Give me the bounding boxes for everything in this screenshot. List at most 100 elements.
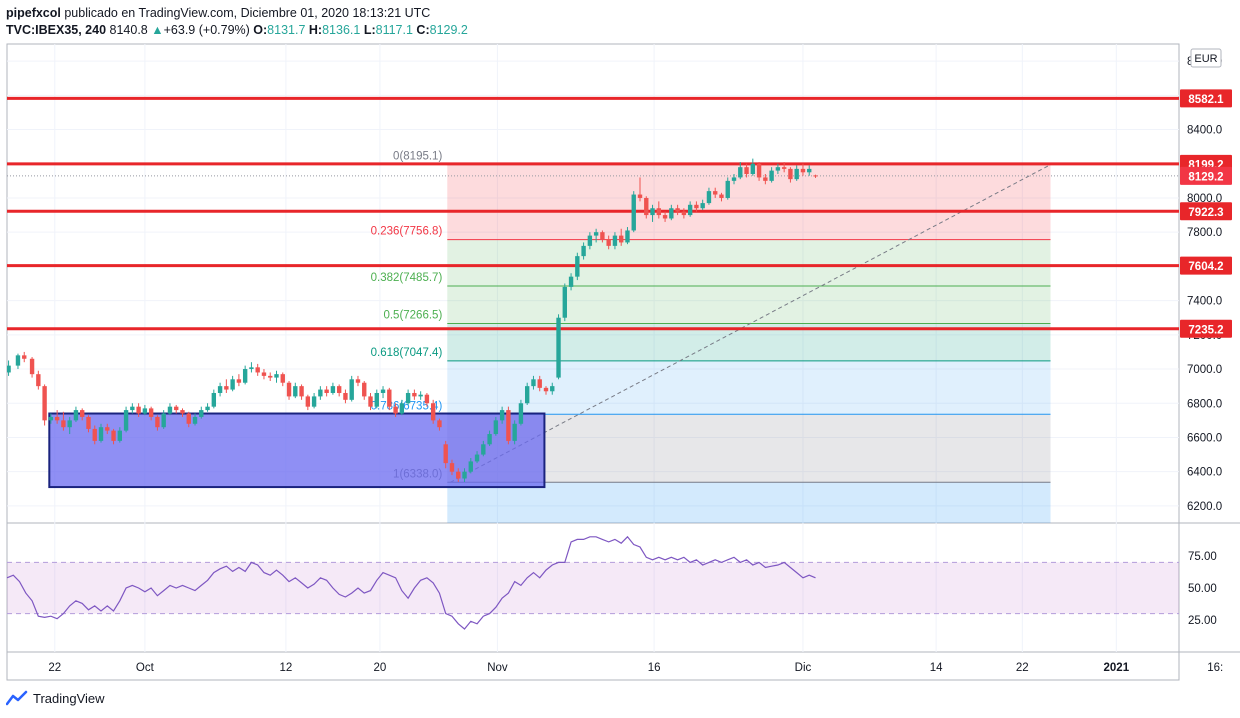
- candle-body: [105, 427, 110, 431]
- candle-body: [155, 416, 160, 428]
- brand-name[interactable]: TradingView: [33, 690, 105, 706]
- candle-body: [324, 389, 329, 393]
- candle-body: [631, 194, 636, 231]
- candle-body: [54, 416, 60, 421]
- candle-body: [600, 232, 605, 240]
- candle-body: [7, 365, 11, 373]
- candle-body: [644, 197, 649, 216]
- ohlc-line: TVC:IBEX35, 240 8140.8 ▲+63.9 (+0.79%) O…: [6, 22, 468, 39]
- level-price-tag: [1180, 319, 1232, 338]
- candle-body: [800, 168, 806, 173]
- candle-body: [217, 386, 223, 393]
- fib-zone: [447, 360, 1051, 415]
- candle-body: [731, 177, 737, 181]
- candle-body: [29, 358, 35, 375]
- candle-body: [424, 394, 430, 404]
- symbol-label[interactable]: TVC:IBEX35, 240: [6, 23, 107, 37]
- candle-body: [756, 163, 762, 178]
- high-value: 8136.1: [322, 23, 361, 37]
- candle-body: [738, 167, 743, 178]
- candle-body: [807, 168, 812, 173]
- time-tick-label: 14: [930, 662, 943, 674]
- candle-body: [362, 382, 367, 397]
- low-label: L:: [363, 23, 376, 37]
- candle-body: [249, 367, 254, 370]
- candle-body: [669, 208, 674, 219]
- currency-badge: [1190, 48, 1222, 68]
- fib-level-label: 0.618(7047.4): [371, 347, 443, 359]
- price-tick-label: 7400.0: [1187, 296, 1222, 308]
- close-label: C:: [416, 23, 430, 37]
- candle-body: [713, 191, 718, 195]
- candle-body: [86, 416, 91, 429]
- candle-body: [349, 379, 354, 400]
- candle-body: [80, 410, 85, 417]
- candle-body: [36, 374, 41, 387]
- tradingview-logo-icon[interactable]: [6, 690, 28, 706]
- open-label: O:: [253, 23, 268, 37]
- candle-body: [481, 444, 486, 455]
- low-value: 8117.1: [375, 23, 413, 37]
- candle-body: [430, 403, 436, 421]
- candle-body: [687, 204, 693, 216]
- candle-body: [763, 177, 768, 181]
- candle-body: [650, 208, 655, 216]
- time-tick-label: 12: [279, 662, 292, 674]
- candle-body: [543, 387, 549, 392]
- candle-body: [493, 420, 499, 435]
- price-tag-text: 7604.2: [1188, 261, 1223, 273]
- candle-body: [224, 386, 229, 390]
- candle-body: [130, 406, 135, 411]
- time-tick-label: 2021: [1104, 662, 1130, 674]
- candle-body: [305, 396, 311, 407]
- candle-body: [318, 389, 323, 397]
- candle-body: [619, 235, 624, 243]
- candle-body: [111, 430, 116, 441]
- time-tick-label: 16: [648, 662, 661, 674]
- candle-body: [343, 392, 348, 400]
- footer: TradingView: [6, 690, 105, 706]
- level-price-tag: [1180, 256, 1232, 275]
- candle-body: [518, 403, 524, 424]
- candle-body: [230, 379, 235, 390]
- candle-body: [575, 256, 580, 277]
- author-name[interactable]: pipefxcol: [6, 6, 61, 20]
- candle-body: [380, 389, 386, 393]
- candle-body: [236, 379, 242, 383]
- candle-body: [606, 239, 611, 246]
- candle-body: [280, 374, 285, 383]
- candle-body: [199, 410, 204, 417]
- time-tick-label: Dic: [795, 662, 812, 674]
- candle-body: [587, 235, 593, 246]
- level-price-tag: [1180, 202, 1232, 221]
- candle-body: [393, 406, 398, 414]
- candle-body: [255, 367, 260, 373]
- time-tick-label: Nov: [487, 662, 508, 674]
- candle-body: [499, 410, 505, 421]
- candle-body: [700, 203, 705, 209]
- candle-body: [719, 194, 724, 198]
- candle-body: [706, 191, 712, 204]
- candle-body: [161, 413, 166, 428]
- candle-body: [242, 369, 248, 383]
- candle-body: [781, 167, 787, 169]
- candle-body: [562, 286, 567, 318]
- candle-body: [681, 211, 687, 216]
- consolidation-box: [48, 412, 546, 489]
- candle-body: [750, 163, 756, 175]
- chart-frame: [6, 43, 1180, 681]
- time-tick-label: 20: [374, 662, 387, 674]
- rsi-tick-label: 75.00: [1188, 551, 1217, 563]
- candle-body: [550, 386, 555, 392]
- time-tick-label: 22: [1016, 662, 1029, 674]
- candle-body: [725, 180, 730, 198]
- fib-level-label: 0.382(7485.7): [371, 272, 443, 284]
- candle-body: [625, 230, 630, 243]
- candle-body: [524, 386, 530, 404]
- high-label: H:: [308, 23, 323, 37]
- price-tick-label: 6800.0: [1187, 398, 1222, 410]
- candles-group: [7, 158, 818, 482]
- candle-body: [512, 423, 517, 441]
- candle-body: [449, 463, 455, 472]
